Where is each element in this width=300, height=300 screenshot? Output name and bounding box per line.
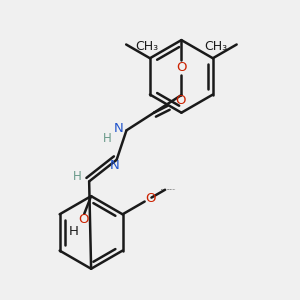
Text: O: O [78,213,88,226]
Text: N: N [110,159,119,172]
Text: H: H [68,225,78,238]
Text: CH₃: CH₃ [135,40,158,53]
Text: O: O [176,61,187,74]
Text: methoxy_placeholder: methoxy_placeholder [160,188,176,190]
Text: CH₃: CH₃ [205,40,228,53]
Text: H: H [73,170,82,183]
Text: H: H [102,132,111,145]
Text: O: O [146,192,156,205]
Text: N: N [114,122,124,135]
Text: O: O [175,94,186,107]
